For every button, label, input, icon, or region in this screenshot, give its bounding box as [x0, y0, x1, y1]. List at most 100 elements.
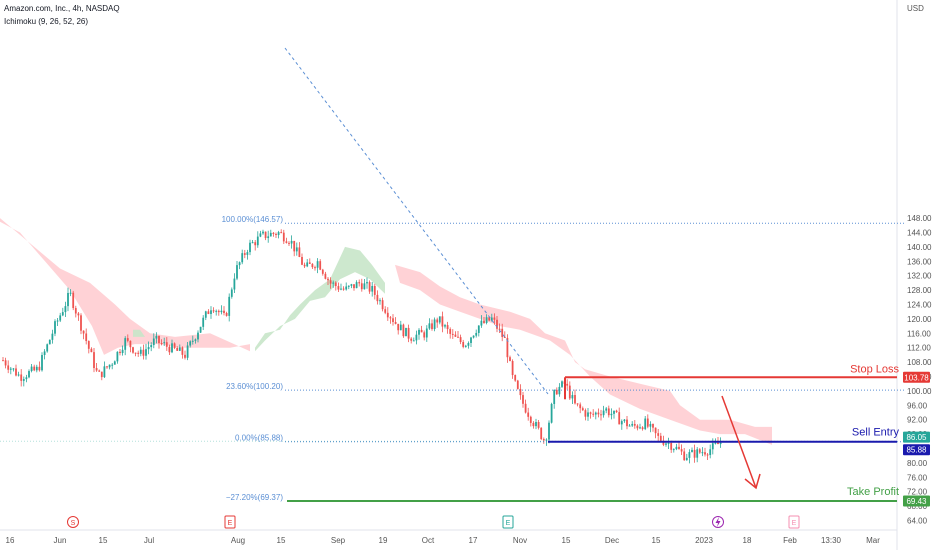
- candle-body: [688, 452, 691, 458]
- candle-body: [20, 374, 23, 381]
- candle-body: [431, 323, 433, 330]
- candle-body: [529, 416, 532, 423]
- candle-body: [490, 317, 493, 321]
- candle-body: [355, 282, 358, 289]
- candle-body: [142, 349, 145, 356]
- candle-body: [561, 381, 563, 387]
- candle-body: [620, 421, 623, 425]
- candle-body: [709, 449, 712, 456]
- candle-body: [210, 310, 212, 314]
- candle-body: [537, 422, 540, 428]
- candle-body: [249, 242, 251, 253]
- candle-body: [353, 284, 355, 289]
- svg-text:23.60%(100.20): 23.60%(100.20): [226, 382, 283, 391]
- svg-text:Sell Entry: Sell Entry: [852, 427, 900, 439]
- y-tick-label: 108.00: [907, 358, 932, 367]
- candle-body: [459, 337, 462, 342]
- candle-body: [600, 414, 602, 416]
- candle-body: [329, 280, 332, 284]
- candle-body: [35, 366, 38, 371]
- candle-body: [423, 332, 426, 338]
- candle-body: [381, 300, 384, 310]
- candle-body: [319, 261, 322, 270]
- candle-body: [371, 285, 374, 292]
- event-marker-earnings-3[interactable]: E: [788, 515, 800, 529]
- candle-body: [189, 341, 192, 346]
- candle-body: [670, 443, 673, 450]
- candle-body: [186, 345, 189, 358]
- candle-body: [379, 300, 381, 302]
- event-marker-earnings-2[interactable]: E: [502, 515, 514, 529]
- candle-body: [119, 351, 121, 354]
- candle-body: [558, 386, 561, 395]
- candle-body: [641, 427, 644, 430]
- candle-body: [446, 325, 449, 330]
- candle-body: [215, 310, 218, 312]
- candle-body: [334, 282, 337, 287]
- take-profit-level[interactable]: Take Profit: [287, 486, 899, 502]
- candle-body: [672, 449, 675, 451]
- candle-body: [103, 366, 106, 378]
- x-tick-label: Aug: [231, 536, 245, 545]
- y-tick-label: 112.00: [907, 344, 931, 353]
- candle-body: [293, 240, 296, 252]
- y-tick-label: 100.00: [907, 387, 932, 396]
- candle-body: [202, 317, 205, 327]
- candle-body: [241, 253, 244, 263]
- candle-body: [444, 325, 446, 327]
- candle-body: [295, 247, 298, 252]
- currency-label: USD: [907, 4, 924, 13]
- y-tick-label: 64.00: [907, 517, 928, 526]
- candle-body: [685, 457, 688, 461]
- candle-body: [493, 317, 496, 320]
- time-axis[interactable]: 16 Jun 15 Jul Aug 15 Sep 19 Oct 17 Nov 15 Dec 15 2023 1…: [6, 536, 881, 545]
- candle-body: [181, 347, 184, 355]
- candle-body: [392, 318, 394, 322]
- event-marker-split[interactable]: S: [67, 516, 79, 528]
- candle-body: [280, 232, 283, 234]
- candle-body: [540, 427, 543, 440]
- candle-body: [438, 316, 441, 323]
- event-marker-earnings-1[interactable]: E: [224, 515, 236, 529]
- chart-title: Amazon.com, Inc., 4h, NASDAQ: [4, 4, 120, 13]
- stop-loss-level[interactable]: Stop Loss: [564, 363, 899, 400]
- candle-body: [457, 336, 459, 338]
- candle-body: [298, 247, 301, 257]
- candle-body: [4, 360, 7, 366]
- candle-body: [623, 419, 626, 422]
- svg-text:−27.20%(69.37): −27.20%(69.37): [226, 493, 283, 502]
- candle-body: [228, 296, 231, 316]
- candle-body: [347, 285, 350, 287]
- candle-body: [420, 329, 423, 333]
- x-tick-label: 15: [277, 536, 286, 545]
- candle-body: [129, 340, 132, 348]
- x-tick-label: 15: [562, 536, 571, 545]
- y-tick-label: 68.00: [907, 502, 928, 511]
- candle-body: [511, 360, 514, 376]
- sell-entry-level[interactable]: Sell Entry: [548, 427, 900, 443]
- x-tick-label: 19: [379, 536, 388, 545]
- candle-body: [308, 262, 311, 264]
- candle-body: [251, 242, 254, 244]
- fib-trend-line: [284, 47, 549, 395]
- candle-body: [711, 443, 714, 450]
- candle-body: [277, 232, 280, 236]
- svg-text:Stop Loss: Stop Loss: [850, 363, 899, 375]
- candle-body: [532, 422, 535, 427]
- candle-body: [550, 403, 553, 423]
- svg-text:E: E: [506, 520, 511, 527]
- event-marker-lightning-icon[interactable]: [712, 516, 724, 528]
- candle-body: [425, 328, 428, 338]
- candle-body: [522, 395, 524, 404]
- candle-body: [618, 412, 621, 425]
- candle-body: [301, 256, 303, 265]
- candle-body: [2, 360, 4, 362]
- candle-body: [90, 348, 93, 353]
- candle-body: [584, 410, 587, 417]
- y-tick-label: 72.00: [907, 488, 928, 497]
- y-tick-label: 116.00: [907, 329, 931, 338]
- stop-loss-price-tag: 103.78: [903, 371, 930, 383]
- candle-body: [67, 292, 69, 307]
- x-tick-label: 16: [6, 536, 15, 545]
